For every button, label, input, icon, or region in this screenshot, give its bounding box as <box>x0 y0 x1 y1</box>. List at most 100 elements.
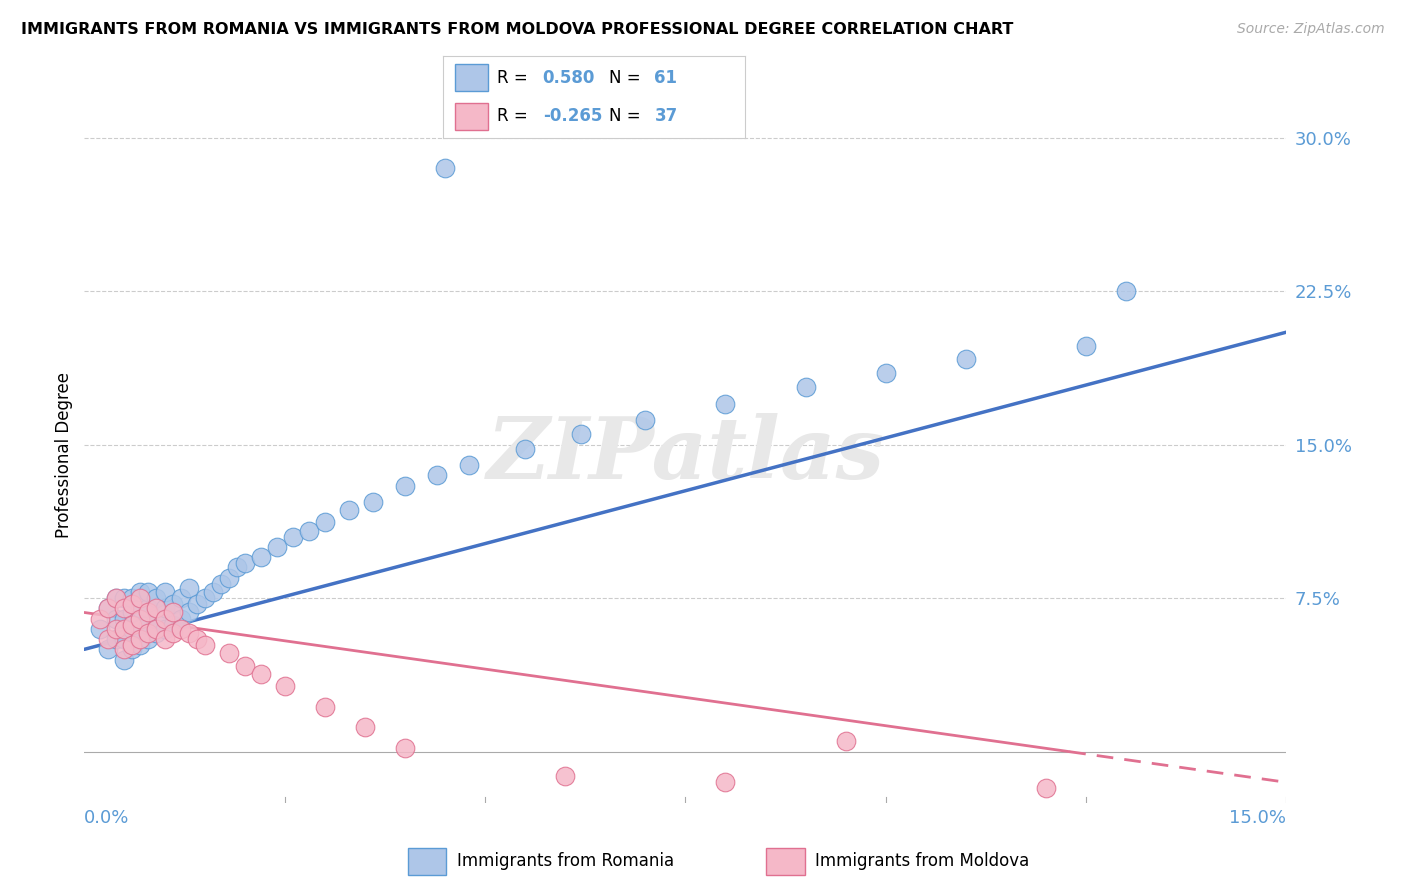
Point <box>714 775 737 789</box>
Point <box>186 597 208 611</box>
Point <box>177 581 200 595</box>
Point <box>714 397 737 411</box>
Point <box>121 591 143 606</box>
Point <box>153 622 176 636</box>
Point <box>354 720 377 734</box>
FancyBboxPatch shape <box>456 103 488 130</box>
Point <box>145 612 167 626</box>
Point <box>129 638 152 652</box>
Point <box>274 679 297 693</box>
Point <box>105 591 128 606</box>
Point <box>153 612 176 626</box>
Point <box>129 601 152 615</box>
Point <box>129 632 152 646</box>
Point <box>114 591 135 606</box>
Text: N =: N = <box>609 70 645 87</box>
Text: IMMIGRANTS FROM ROMANIA VS IMMIGRANTS FROM MOLDOVA PROFESSIONAL DEGREE CORRELATI: IMMIGRANTS FROM ROMANIA VS IMMIGRANTS FR… <box>21 22 1014 37</box>
Point <box>138 632 160 646</box>
Point <box>121 638 143 652</box>
Point <box>97 632 120 646</box>
Text: ZIPatlas: ZIPatlas <box>486 413 884 497</box>
Point <box>89 622 111 636</box>
Point <box>97 601 120 615</box>
Point <box>249 550 271 565</box>
Point <box>634 413 657 427</box>
Point <box>114 652 135 666</box>
Point <box>361 495 384 509</box>
Point <box>138 585 160 599</box>
Text: R =: R = <box>498 70 533 87</box>
Point <box>569 427 592 442</box>
Y-axis label: Professional Degree: Professional Degree <box>55 372 73 538</box>
Point <box>218 571 240 585</box>
Point <box>554 769 576 783</box>
Point <box>1076 339 1098 353</box>
Point <box>249 666 271 681</box>
Text: Source: ZipAtlas.com: Source: ZipAtlas.com <box>1237 22 1385 37</box>
Point <box>162 606 184 620</box>
Point <box>114 612 135 626</box>
Point <box>145 626 167 640</box>
Point <box>129 612 152 626</box>
Point <box>105 632 128 646</box>
Point <box>1035 781 1057 796</box>
Point <box>434 161 457 176</box>
Point <box>138 601 160 615</box>
Point <box>835 734 858 748</box>
Point <box>145 622 167 636</box>
Point <box>201 585 224 599</box>
Point <box>186 632 208 646</box>
Point <box>233 557 256 571</box>
Point <box>314 516 336 530</box>
Text: 15.0%: 15.0% <box>1229 809 1286 827</box>
Point <box>169 591 191 606</box>
Text: R =: R = <box>498 107 533 125</box>
Point <box>162 597 184 611</box>
Text: 0.580: 0.580 <box>543 70 595 87</box>
Point <box>121 606 143 620</box>
Point <box>114 601 135 615</box>
Point <box>169 622 191 636</box>
Point <box>138 617 160 632</box>
Point <box>458 458 481 472</box>
Point <box>194 591 217 606</box>
Point <box>121 597 143 611</box>
Point <box>97 642 120 657</box>
Point <box>426 468 449 483</box>
Point <box>177 606 200 620</box>
FancyBboxPatch shape <box>456 64 488 92</box>
Point <box>105 612 128 626</box>
Point <box>266 540 288 554</box>
Text: -0.265: -0.265 <box>543 107 602 125</box>
Point <box>794 380 817 394</box>
Point <box>114 642 135 657</box>
Point <box>114 622 135 636</box>
Point <box>114 632 135 646</box>
Point <box>105 622 128 636</box>
Text: Immigrants from Moldova: Immigrants from Moldova <box>815 852 1029 871</box>
Text: 37: 37 <box>655 107 678 125</box>
Point <box>129 622 152 636</box>
Point <box>298 524 321 538</box>
Point <box>233 658 256 673</box>
Point <box>129 585 152 599</box>
Point <box>225 560 247 574</box>
Point <box>153 632 176 646</box>
Point <box>162 626 184 640</box>
Point <box>1115 284 1137 298</box>
Point <box>177 626 200 640</box>
Text: N =: N = <box>609 107 645 125</box>
Point <box>138 606 160 620</box>
Point <box>138 626 160 640</box>
Point <box>89 612 111 626</box>
Point <box>129 591 152 606</box>
Point <box>515 442 537 456</box>
FancyBboxPatch shape <box>766 848 806 875</box>
Point <box>105 591 128 606</box>
Point <box>121 617 143 632</box>
FancyBboxPatch shape <box>408 848 447 875</box>
Point <box>394 740 416 755</box>
Point <box>281 530 304 544</box>
Text: Immigrants from Romania: Immigrants from Romania <box>457 852 673 871</box>
Point <box>153 601 176 615</box>
